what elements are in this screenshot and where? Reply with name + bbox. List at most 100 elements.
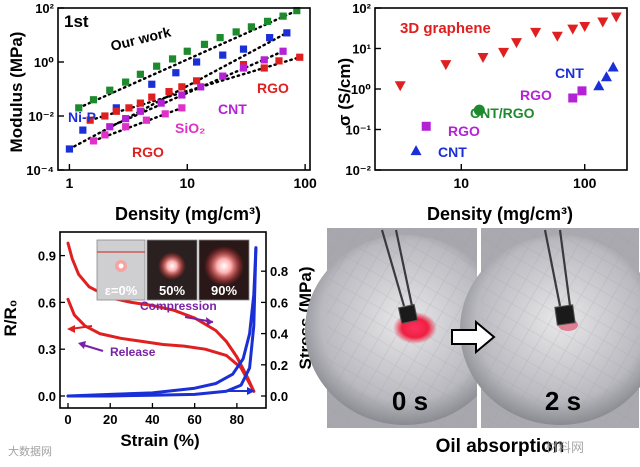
label-rgo-lower: RGO <box>132 144 164 160</box>
release-annotation: Release <box>110 345 156 359</box>
conductivity-ytick-label-4: 10² <box>352 1 371 16</box>
modulus-xtick-label-0: 1 <box>66 175 74 191</box>
compression-arrowhead <box>206 317 213 326</box>
strain-ytick-right-label-4: 0.8 <box>270 264 288 279</box>
conductivity-point-0-10 <box>610 12 622 23</box>
modulus-plot-frame <box>57 7 311 171</box>
oil-photo-2s: 2 s <box>460 228 640 428</box>
strain-line-2 <box>66 246 258 398</box>
sponge-icon-left <box>397 303 419 325</box>
strain-xtick-label-3: 60 <box>187 412 201 427</box>
strain-line-0 <box>66 241 256 393</box>
modulus-point-2-10 <box>260 64 268 72</box>
modulus-xtick-label-2: 100 <box>293 175 317 191</box>
conductivity-point-1-3 <box>607 61 619 72</box>
led-core-0 <box>118 263 124 269</box>
strain-ytick-right-label-1: 0.2 <box>270 358 288 373</box>
led-label-2: 90% <box>211 283 237 298</box>
right-axis-arrowhead <box>247 387 255 395</box>
release-arrowhead <box>78 341 86 349</box>
conductivity-point-0-1 <box>440 60 452 71</box>
strain-ytick-left-label-3: 0.9 <box>38 249 56 264</box>
watermark-right: 材料网 <box>545 440 584 455</box>
modulus-ytick-label-0: 10⁻⁴ <box>26 163 54 178</box>
conductivity-point-3-0 <box>473 104 485 116</box>
modulus-point-3-6 <box>219 72 227 80</box>
strain-y-axis-left-label: R/R₀ <box>1 300 20 337</box>
modulus-point-3-0 <box>106 123 114 131</box>
modulus-ytick-label-2: 10⁰ <box>34 55 54 70</box>
modulus-plot-area <box>65 7 304 153</box>
label-cnt-right: CNT <box>555 65 584 81</box>
modulus-point-0-9 <box>216 34 224 42</box>
conductivity-point-0-2 <box>477 52 489 63</box>
strain-ytick-left-label-1: 0.3 <box>38 342 56 357</box>
modulus-point-1-3 <box>148 80 156 88</box>
conductivity-point-2-1 <box>568 93 578 103</box>
strain-ytick-right-label-3: 0.6 <box>270 295 288 310</box>
panel-strain: 0 20 40 60 80 0.0 0.3 0.6 0.9 0.0 0.2 0.4 0.6 0.8 ε=0… <box>1 231 315 450</box>
sponge-icon-right <box>554 304 576 326</box>
conductivity-xtick-label-1: 100 <box>573 175 597 191</box>
conductivity-point-0-6 <box>551 31 563 42</box>
conductivity-point-0-5 <box>530 27 542 38</box>
led-photo-0 <box>96 239 146 301</box>
modulus-point-4-3 <box>142 116 151 124</box>
time-label-0s: 0 s <box>392 386 428 416</box>
modulus-point-0-3 <box>122 78 130 86</box>
modulus-ticks: 1 10 100 10⁻⁴ 10⁻² 10⁰ 10² <box>26 1 317 191</box>
modulus-trend-line-1 <box>68 31 289 151</box>
modulus-point-4-4 <box>161 110 169 118</box>
tweezer-icon-right <box>543 229 572 307</box>
modulus-x-axis-label: Density (mg/cm³) <box>115 204 261 224</box>
modulus-point-0-2 <box>106 86 114 94</box>
strain-xtick-label-1: 20 <box>103 412 117 427</box>
modulus-point-1-7 <box>239 45 248 53</box>
strain-plot-area <box>66 241 258 398</box>
modulus-point-0-7 <box>183 47 191 55</box>
label-rgo-right: RGO <box>520 87 552 103</box>
conductivity-ticks: 10 100 10⁻² 10⁻¹ 10⁰ 10¹ 10² <box>345 1 596 191</box>
modulus-point-2-4 <box>136 99 144 107</box>
strain-ytick-right-label-2: 0.4 <box>270 327 289 342</box>
modulus-xtick-label-1: 10 <box>179 175 195 191</box>
strain-x-axis-label: Strain (%) <box>120 431 199 450</box>
conductivity-ytick-label-3: 10¹ <box>352 42 371 57</box>
modulus-trend-line-3 <box>108 50 285 128</box>
conductivity-ytick-label-0: 10⁻² <box>345 163 371 178</box>
conductivity-point-0-3 <box>498 47 510 58</box>
modulus-point-3-9 <box>279 47 287 55</box>
modulus-point-0-6 <box>168 55 177 63</box>
strain-line-1 <box>66 297 256 393</box>
strain-ytick-left-label-2: 0.6 <box>38 295 56 310</box>
modulus-point-1-9 <box>283 29 291 37</box>
panel-oil-absorption: 0 s 2 s Oil absorption <box>305 228 640 457</box>
strain-ytick-left-label-0: 0.0 <box>38 389 56 404</box>
conductivity-point-2-0 <box>421 121 431 131</box>
modulus-point-0-13 <box>279 12 287 20</box>
led-label-0: ε=0% <box>105 283 138 298</box>
label-sio2: SiO₂ <box>175 120 205 136</box>
strain-xtick-label-2: 40 <box>145 412 159 427</box>
modulus-point-0-12 <box>263 17 272 25</box>
modulus-point-2-6 <box>165 88 173 96</box>
modulus-point-1-1 <box>79 126 87 134</box>
modulus-point-0-10 <box>232 28 240 36</box>
modulus-point-4-0 <box>89 137 98 145</box>
modulus-point-3-3 <box>157 99 165 107</box>
conductivity-ytick-label-2: 10⁰ <box>351 82 371 97</box>
compression-annotation: Compression <box>140 299 217 313</box>
hollow-right-arrow-icon <box>451 319 496 355</box>
conductivity-point-0-0 <box>394 81 406 92</box>
conductivity-point-0-4 <box>510 38 522 49</box>
modulus-point-1-5 <box>193 58 201 66</box>
modulus-point-4-5 <box>178 104 186 112</box>
modulus-point-0-4 <box>136 70 144 78</box>
modulus-point-3-2 <box>136 107 144 115</box>
modulus-point-3-7 <box>239 64 248 72</box>
modulus-point-3-1 <box>122 115 130 123</box>
modulus-point-1-0 <box>65 145 74 153</box>
left-axis-arrowhead <box>67 325 75 333</box>
modulus-point-3-4 <box>178 91 186 99</box>
